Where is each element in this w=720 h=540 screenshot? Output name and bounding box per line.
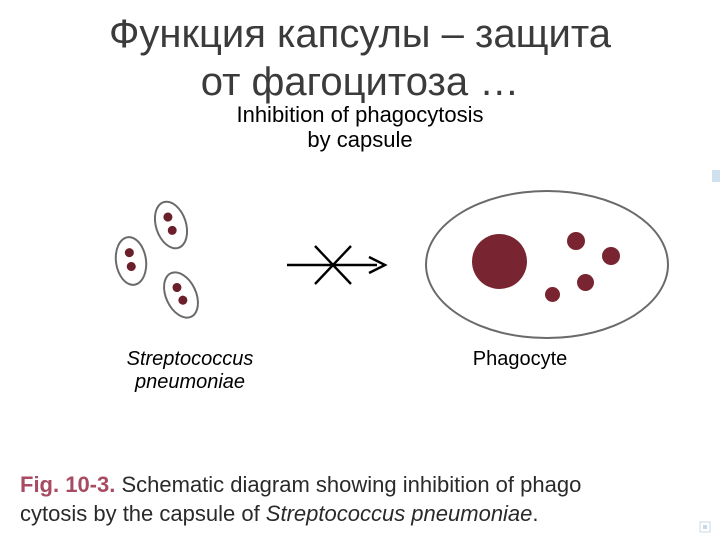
slide: Функция капсулы – защита от фагоцитоза …… — [0, 0, 720, 540]
caption-italic: Streptococcus pneumoniae — [266, 501, 533, 526]
coccus — [124, 248, 134, 258]
bacteria-group — [115, 200, 255, 330]
granule — [602, 247, 620, 265]
granule — [545, 287, 560, 302]
bacterium-1 — [148, 196, 194, 253]
bacterium-2 — [112, 234, 151, 288]
blocked-arrow — [285, 240, 395, 290]
granule — [577, 274, 594, 291]
corner-mark-icon — [698, 520, 712, 534]
coccus — [126, 261, 136, 271]
label-streptococcus: Streptococcus pneumoniae — [100, 348, 280, 394]
coccus — [162, 211, 173, 222]
figure-caption: Fig. 10-3. Schematic diagram showing inh… — [20, 440, 720, 529]
coccus — [177, 294, 189, 306]
granule — [567, 232, 585, 250]
label-phagocyte: Phagocyte — [430, 348, 610, 371]
accent-bar — [712, 170, 720, 182]
figure-number: Fig. 10-3. — [20, 472, 115, 497]
bacterium-3 — [156, 266, 206, 325]
figure-label-top: Inhibition of phagocytosis by capsule — [0, 102, 720, 153]
slide-title: Функция капсулы – защита от фагоцитоза … — [30, 10, 690, 106]
diagram-area — [40, 170, 680, 370]
caption-text-2: . — [532, 501, 538, 526]
phagocyte-cell — [425, 190, 669, 339]
coccus — [171, 282, 183, 294]
nucleus — [472, 234, 527, 289]
coccus — [167, 225, 178, 236]
